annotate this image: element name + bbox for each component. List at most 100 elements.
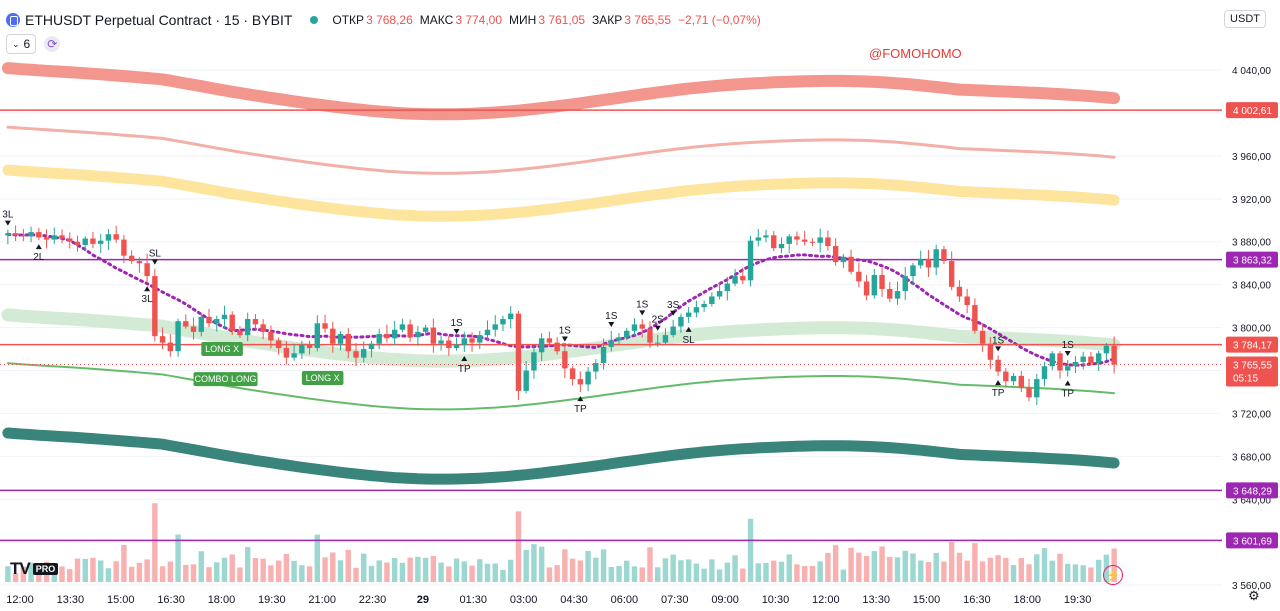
price-tick-label: 3 920,00 [1232, 195, 1271, 206]
level-price-label: 3 648,29 [1233, 486, 1272, 497]
volume-bar [67, 569, 73, 582]
volume-bar [453, 558, 460, 582]
price-tick-label: 3 840,00 [1232, 281, 1271, 292]
low-value: 3 761,05 [538, 13, 586, 27]
volume-bar [260, 558, 266, 582]
last-price-label: 3 765,55 [1233, 361, 1272, 372]
time-tick-label: 15:00 [107, 594, 135, 606]
signal-label: SL [683, 335, 696, 346]
volume-bar [376, 560, 382, 582]
volume-bar [221, 557, 228, 582]
volume-bar [631, 566, 638, 582]
price-axis[interactable]: 4 040,004 000,003 960,003 920,003 880,00… [1222, 0, 1280, 611]
lightning-icon[interactable]: ⚡ [1103, 565, 1123, 585]
chart-header: ETHUSDT Perpetual Contract · 15 · BYBIT … [6, 10, 768, 30]
volume-bar [105, 568, 112, 582]
candle-body [337, 334, 344, 344]
candle-body [910, 265, 916, 277]
level-price-tag [1226, 336, 1278, 353]
price-tick-label: 3 720,00 [1232, 409, 1271, 420]
volume-bar [268, 565, 274, 582]
time-axis[interactable]: 12:00 13:30 15:00 16:30 18:00 19:30 21:00 22:30… [6, 594, 1091, 606]
price-tick-label: 3 880,00 [1232, 238, 1271, 249]
volume-bar [20, 566, 27, 582]
candle-body [562, 351, 568, 369]
sync-icon[interactable]: ⟳ [44, 36, 61, 52]
upper-band-outer [1, 62, 1121, 121]
volume-bar [214, 562, 220, 582]
signal-box-label: LONG X [306, 373, 340, 383]
volume-bar [5, 566, 11, 582]
volume-bar [624, 560, 630, 582]
candle-body [948, 261, 955, 287]
candle-body [964, 296, 970, 306]
price-tick-label: 3 640,00 [1232, 495, 1271, 506]
candle-body [508, 313, 514, 319]
volume-bar [190, 564, 197, 582]
candle-body [825, 237, 831, 247]
author-watermark: @FOMOHOMO [869, 46, 962, 61]
candle-body [361, 349, 367, 358]
volume-bar [1095, 559, 1102, 582]
candle-body [1072, 361, 1079, 367]
tradingview-logo[interactable]: TV PRO [10, 559, 59, 579]
symbol-title[interactable]: ETHUSDT Perpetual Contract · 15 · BYBIT [25, 12, 293, 28]
volume-bar [531, 544, 537, 582]
volume-bar [523, 549, 529, 582]
candle-body [1080, 356, 1086, 362]
signal-label: SL [149, 249, 162, 260]
volume-bar [887, 556, 893, 582]
time-tick-label: 06:00 [611, 594, 639, 606]
candle-body [500, 319, 506, 325]
signal-box-label: LONG X [205, 344, 239, 354]
volume-bar [778, 561, 785, 582]
volume-bar [972, 543, 978, 582]
candle-body [368, 343, 375, 350]
time-tick-label: 19:30 [258, 594, 286, 606]
volume-bar [871, 551, 878, 582]
volume-bar [97, 560, 104, 582]
level-price-label: 4 002,61 [1233, 106, 1272, 117]
volume-bar [670, 554, 676, 582]
signal-arrow-down [453, 328, 460, 334]
candle-body [662, 335, 669, 343]
volume-bar [74, 558, 81, 582]
candle-body [654, 342, 661, 344]
candle-body [90, 238, 96, 244]
candle-body [902, 276, 908, 292]
volume-bar [229, 554, 235, 582]
candle-body [28, 232, 34, 237]
candle-body [1026, 387, 1032, 398]
indicators-toggle-button[interactable]: ⌄ 6 [6, 34, 37, 54]
volume-bar [825, 552, 831, 582]
volume-bar [562, 549, 568, 582]
volume-bar [500, 569, 506, 582]
signal-arrow-up [1064, 380, 1071, 386]
signal-arrow-down [4, 220, 11, 226]
signal-label: 1S [450, 318, 463, 329]
volume-bar [430, 556, 437, 582]
upper-band-yellow [2, 164, 1120, 222]
volume-bar [1088, 567, 1094, 582]
volume-bar [709, 559, 715, 582]
candle-body [848, 256, 854, 272]
volume-bar [384, 562, 390, 582]
time-tick-label: 21:00 [308, 594, 336, 606]
indicator-bands [1, 62, 1121, 485]
candle-body [786, 236, 792, 244]
candle-body [461, 338, 468, 345]
volume-bar [894, 557, 901, 582]
signal-arrow-up [144, 286, 151, 292]
candle-body [740, 276, 746, 281]
candle-body [701, 303, 707, 308]
volume-bar [809, 565, 816, 582]
candle-body [12, 233, 19, 236]
candle-body [415, 331, 421, 338]
candle-body [624, 330, 630, 338]
volume-bar [244, 547, 251, 582]
currency-button[interactable]: USDT [1224, 10, 1266, 28]
candle-body [763, 235, 769, 238]
gear-icon[interactable]: ⚙ [1248, 588, 1260, 603]
last-price-tag [1226, 356, 1278, 387]
